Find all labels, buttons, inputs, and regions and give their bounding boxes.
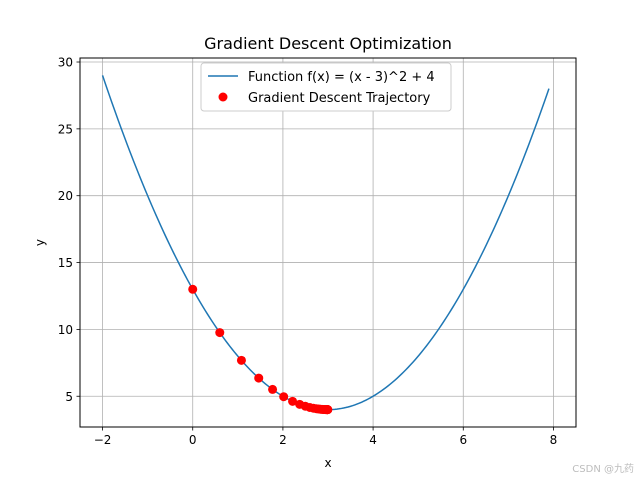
- ticks: −2 0 2 4 6 8 5 10 15 20 25 30: [58, 56, 558, 447]
- x-tick-label: −2: [94, 433, 112, 447]
- legend-label-function: Function f(x) = (x - 3)^2 + 4: [248, 70, 435, 85]
- plot-frame: [79, 57, 577, 428]
- x-tick-label: 4: [369, 433, 377, 447]
- trajectory-point: [188, 284, 198, 294]
- trajectory-point: [268, 384, 278, 394]
- grid: [80, 58, 576, 427]
- points-layer: [188, 284, 333, 415]
- trajectory-point: [254, 373, 264, 383]
- x-tick-label: 2: [279, 433, 287, 447]
- y-axis-title: y: [33, 239, 47, 246]
- y-tick-label: 20: [58, 189, 73, 203]
- chart-title: Gradient Descent Optimization: [204, 34, 452, 53]
- trajectory-point: [323, 405, 333, 415]
- y-tick-label: 5: [65, 390, 73, 404]
- trajectory-point: [215, 328, 225, 338]
- trajectory-point: [288, 396, 298, 406]
- y-tick-label: 15: [58, 256, 73, 270]
- x-tick-label: 6: [459, 433, 467, 447]
- legend: Function f(x) = (x - 3)^2 + 4 Gradient D…: [200, 62, 452, 112]
- legend-box: [200, 62, 452, 112]
- trajectory-point: [236, 355, 246, 365]
- y-tick-label: 25: [58, 122, 73, 136]
- x-tick-label: 0: [189, 433, 197, 447]
- legend-dot-swatch: [218, 92, 228, 102]
- legend-label-trajectory: Gradient Descent Trajectory: [248, 91, 431, 106]
- x-tick-label: 8: [550, 433, 558, 447]
- trajectory-point: [279, 392, 289, 402]
- x-axis-title: x: [324, 456, 331, 470]
- y-tick-label: 10: [58, 323, 73, 337]
- y-tick-label: 30: [58, 56, 73, 70]
- watermark: CSDN @九药: [572, 463, 634, 475]
